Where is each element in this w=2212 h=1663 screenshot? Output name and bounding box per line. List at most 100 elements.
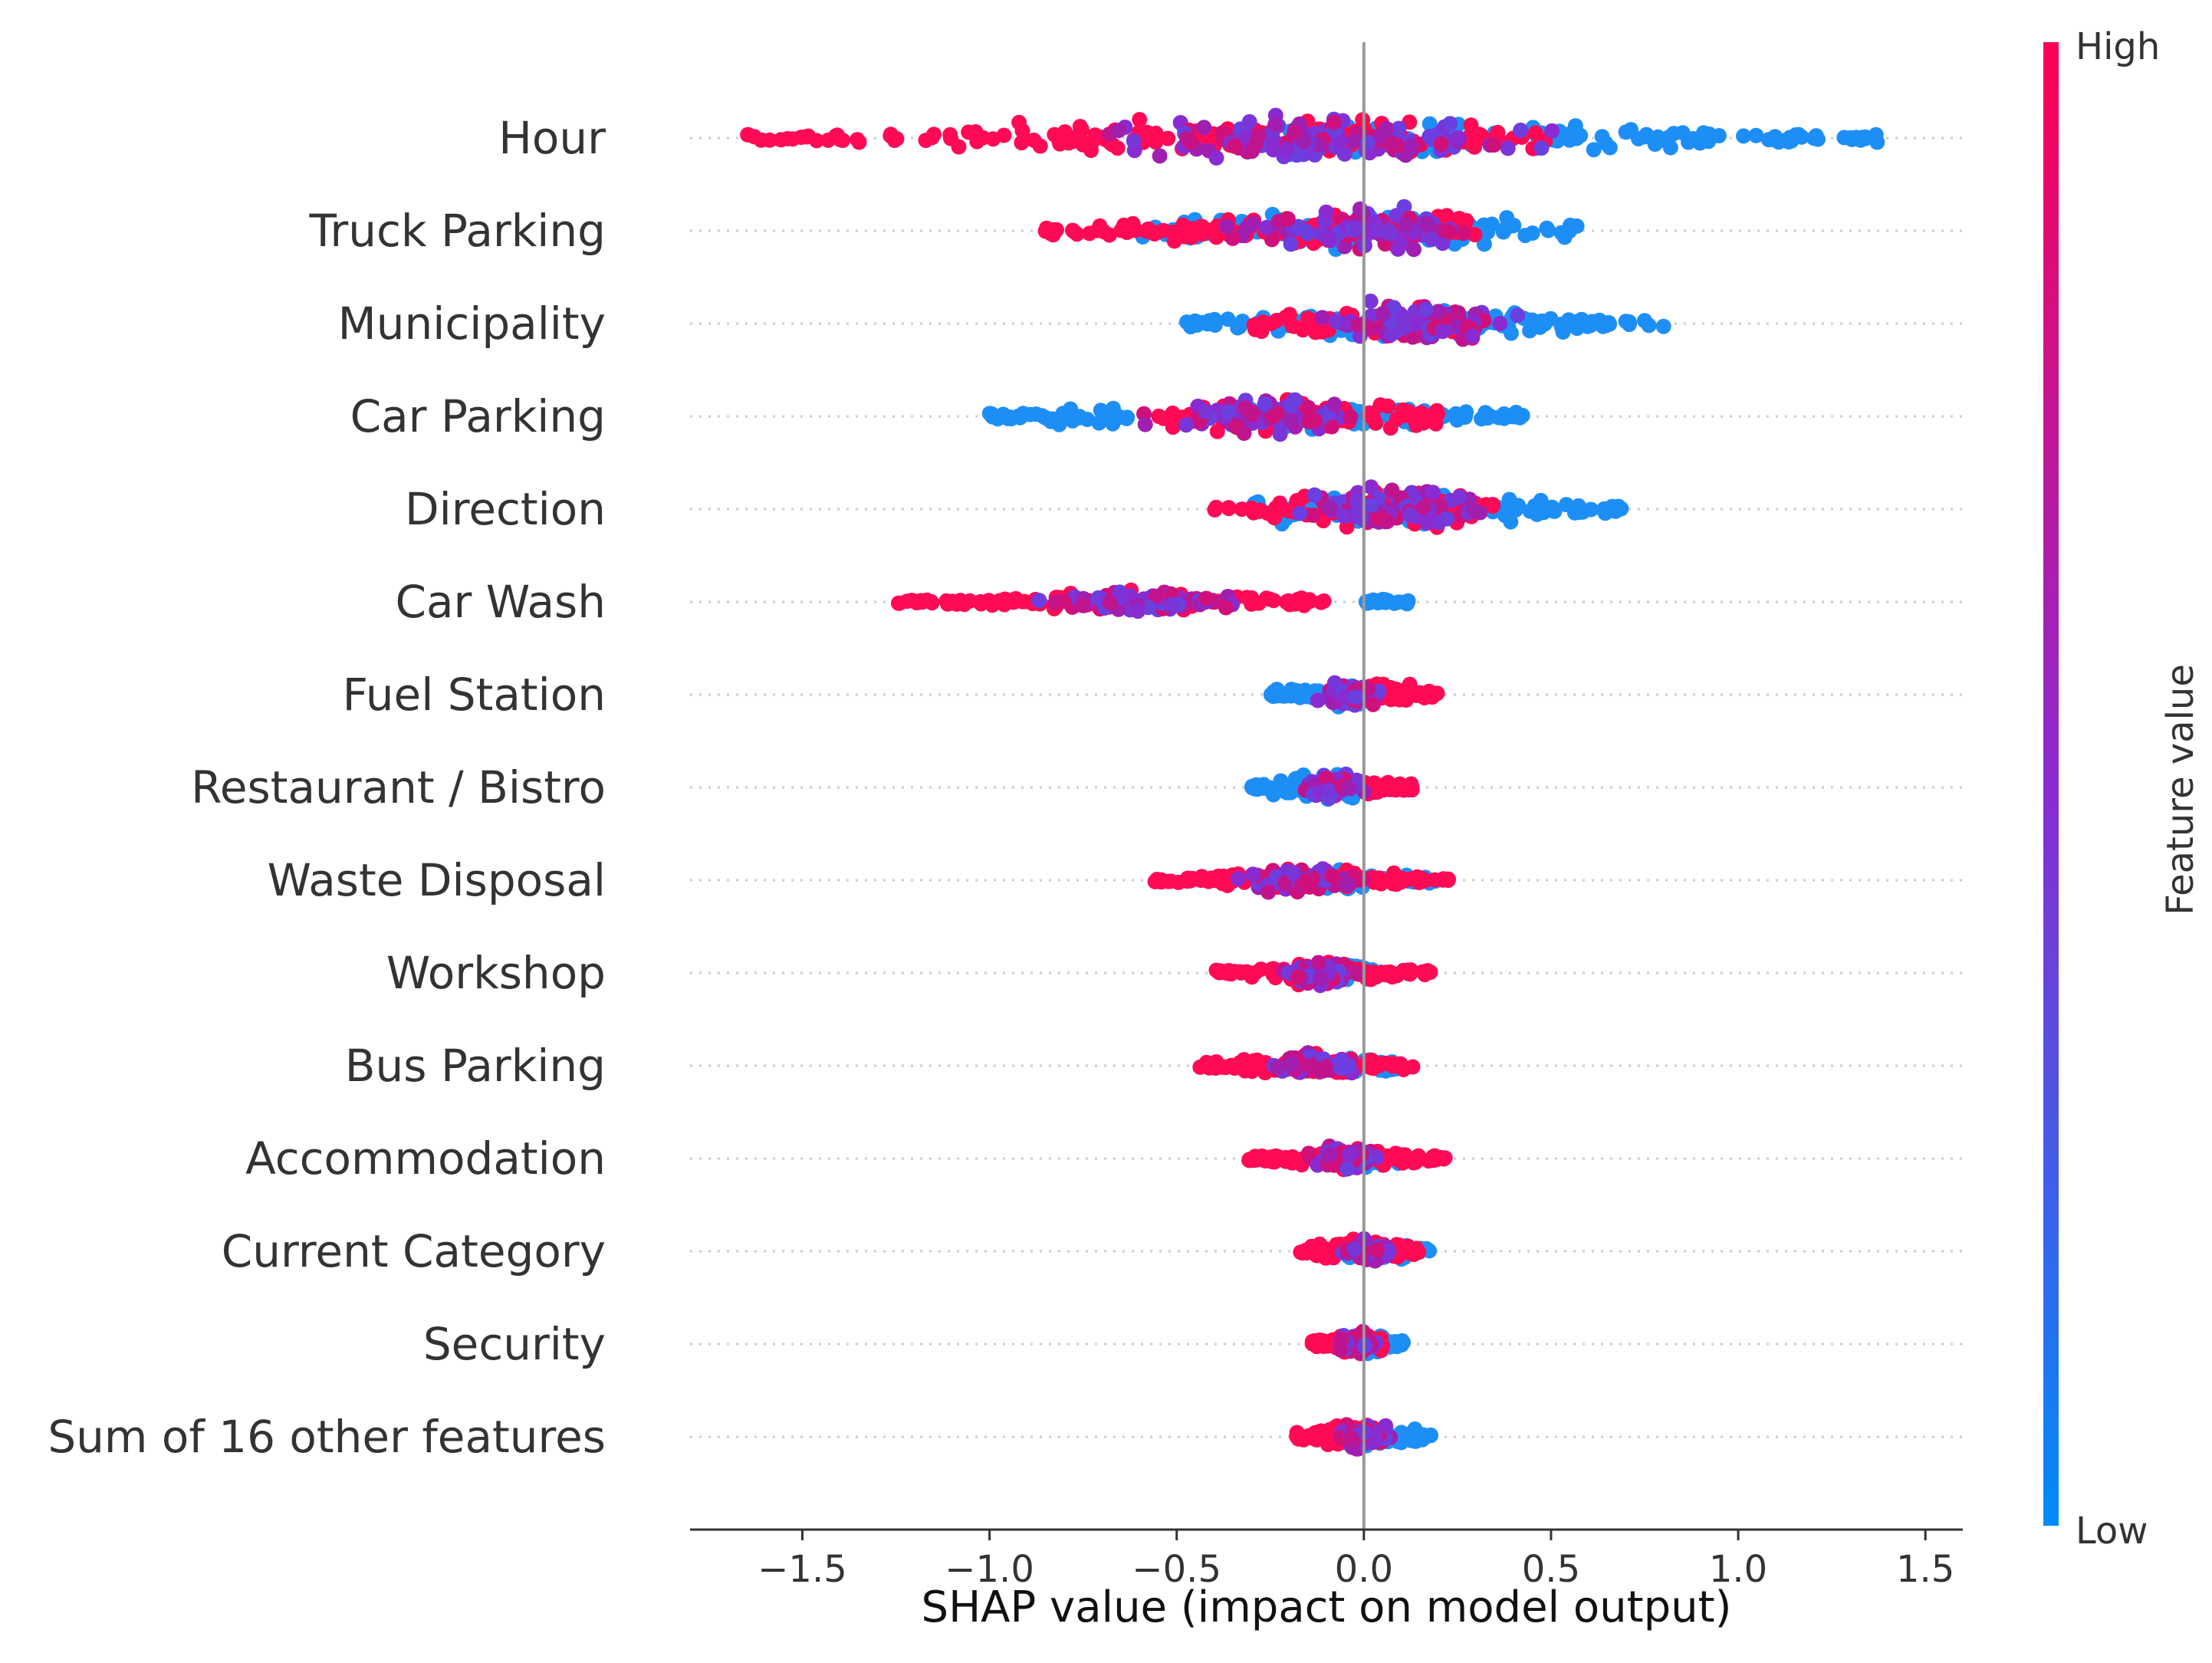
shap-point <box>1636 129 1652 145</box>
shap-point <box>1111 123 1127 139</box>
shap-point <box>1533 313 1550 329</box>
shap-point <box>1428 416 1444 432</box>
shap-point <box>1322 1147 1338 1163</box>
shap-point <box>741 127 757 143</box>
shap-point <box>1424 232 1440 248</box>
shap-point <box>1583 501 1599 518</box>
shap-point <box>1363 497 1379 513</box>
shap-point <box>1179 130 1195 146</box>
shap-point <box>1034 408 1050 424</box>
shap-point <box>1272 495 1288 511</box>
shap-point <box>1405 1059 1421 1075</box>
shap-point <box>1342 1146 1358 1162</box>
shap-point <box>1237 400 1254 416</box>
shap-point <box>1309 1431 1325 1448</box>
shap-point <box>1109 140 1126 156</box>
colorbar-low-label: Low <box>2076 1510 2148 1553</box>
shap-point <box>1226 138 1242 154</box>
shap-point <box>1433 136 1449 152</box>
shap-point <box>1251 128 1267 144</box>
feature-label: Fuel Station <box>343 669 606 721</box>
shap-point <box>1430 304 1446 320</box>
shap-point <box>1492 315 1508 331</box>
shap-point <box>1328 314 1344 330</box>
shap-point <box>1380 1243 1396 1259</box>
shap-point <box>1423 1428 1439 1444</box>
shap-point <box>889 131 905 146</box>
shap-point <box>1395 871 1411 886</box>
colorbar-high-label: High <box>2076 25 2160 68</box>
dot-layer <box>740 107 1885 1457</box>
shap-point <box>1539 220 1555 236</box>
shap-point <box>1304 1336 1320 1352</box>
shap-point <box>1418 301 1434 317</box>
shap-point <box>1061 405 1077 421</box>
shap-point <box>942 127 958 143</box>
shap-point <box>1533 140 1550 156</box>
shap-point <box>1160 130 1176 146</box>
shap-point <box>1510 307 1526 324</box>
shap-point <box>1499 210 1515 225</box>
shap-point <box>1314 310 1330 326</box>
shap-point <box>1283 236 1299 252</box>
shap-point <box>1258 590 1274 606</box>
shap-point <box>1466 503 1482 519</box>
shap-point <box>820 132 836 148</box>
shap-point <box>1621 314 1637 330</box>
shap-point <box>1701 126 1717 142</box>
shap-point <box>1065 222 1080 238</box>
shap-point <box>990 409 1005 425</box>
shap-point <box>961 124 977 140</box>
shap-point <box>1406 242 1422 258</box>
shap-point <box>1736 128 1751 144</box>
shap-point <box>1350 317 1366 333</box>
shap-point <box>1504 325 1519 341</box>
shap-point <box>1102 595 1118 611</box>
shap-point <box>1254 314 1270 330</box>
shap-point <box>1324 868 1339 884</box>
shap-point <box>1339 877 1356 893</box>
shap-point <box>1346 133 1362 150</box>
shap-point <box>1244 143 1260 159</box>
shap-point <box>1407 1424 1423 1440</box>
shap-point <box>1163 873 1178 889</box>
shap-point <box>1178 417 1194 433</box>
shap-point <box>1326 396 1343 412</box>
shap-point <box>1283 412 1299 429</box>
shap-point <box>1480 409 1496 426</box>
shap-point <box>1365 1057 1381 1073</box>
shap-point <box>1190 871 1206 887</box>
shap-point <box>1234 501 1250 518</box>
feature-label: Direction <box>405 483 606 535</box>
shap-point <box>1320 782 1336 798</box>
shap-point <box>1106 400 1121 416</box>
shap-point <box>1425 485 1441 501</box>
shap-point <box>1476 236 1492 252</box>
shap-point <box>1369 874 1385 890</box>
shap-point <box>1464 131 1480 147</box>
shap-point <box>1165 224 1181 240</box>
shap-point <box>1302 1058 1318 1073</box>
shap-point <box>785 131 800 147</box>
shap-point <box>1306 487 1323 503</box>
shap-point <box>1340 780 1356 796</box>
shap-point <box>1231 871 1246 887</box>
shap-point <box>1391 1149 1407 1165</box>
shap-point <box>1155 410 1172 426</box>
shap-point <box>1299 317 1315 334</box>
x-tick-label: 1.5 <box>1896 1548 1954 1591</box>
shap-point <box>1165 597 1181 613</box>
shap-point <box>1390 241 1406 257</box>
shap-point <box>1602 140 1618 156</box>
shap-point <box>1130 603 1146 620</box>
shap-point <box>1260 884 1277 900</box>
feature-label: Current Category <box>222 1225 606 1277</box>
shap-point <box>1435 324 1451 340</box>
shap-point <box>1286 393 1302 408</box>
shap-point <box>1132 112 1148 127</box>
shap-point <box>1300 1145 1316 1162</box>
shap-point <box>1244 778 1260 794</box>
shap-point <box>1290 1431 1306 1447</box>
x-axis-label: SHAP value (impact on model output) <box>922 1582 1732 1632</box>
